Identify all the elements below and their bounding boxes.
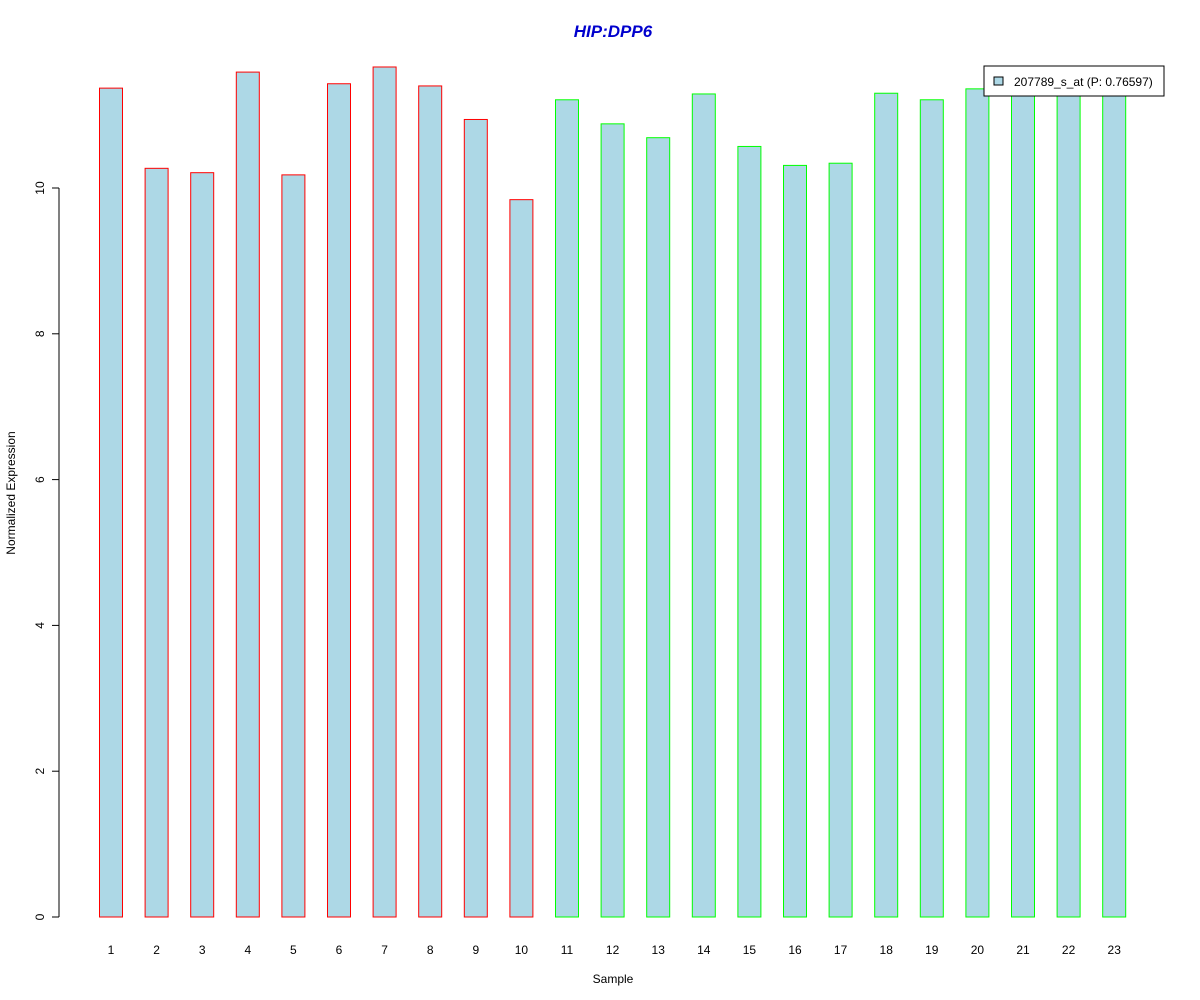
bar-sample-4 — [235, 71, 260, 918]
bar-sample-1 — [99, 87, 123, 918]
x-tick-label: 2 — [153, 943, 160, 957]
bar-sample-14 — [691, 93, 716, 918]
bar-sample-3 — [190, 172, 215, 918]
x-tick-label: 14 — [697, 943, 711, 957]
bar-sample-18 — [874, 92, 899, 918]
chart-title: HIP:DPP6 — [574, 22, 653, 41]
x-tick-label: 20 — [971, 943, 985, 957]
legend-swatch — [993, 76, 1004, 86]
y-tick-label: 6 — [33, 476, 47, 483]
bar-sample-5 — [281, 174, 306, 918]
y-axis: 0 2 4 6 8 10 — [33, 181, 60, 920]
x-tick-label: 10 — [515, 943, 529, 957]
x-tick-label: 19 — [925, 943, 939, 957]
legend-box — [983, 65, 1165, 97]
x-tick-label: 22 — [1062, 943, 1076, 957]
x-tick-label: 17 — [834, 943, 848, 957]
x-tick-label: 6 — [336, 943, 343, 957]
bar-sample-17 — [828, 162, 853, 918]
bar-sample-7 — [372, 66, 397, 918]
bar-sample-11 — [555, 99, 579, 918]
x-tick-label: 11 — [561, 943, 574, 957]
x-tick-label: 21 — [1016, 943, 1030, 957]
x-tick-label: 8 — [427, 943, 434, 957]
bar-sample-23 — [1102, 92, 1127, 918]
y-tick-label: 0 — [33, 913, 47, 920]
x-tick-label: 7 — [381, 943, 388, 957]
bar-sample-21 — [1011, 92, 1035, 918]
x-tick-label: 18 — [880, 943, 894, 957]
y-tick-label: 2 — [33, 768, 47, 775]
y-tick-label: 4 — [33, 622, 47, 629]
bars — [99, 66, 1127, 918]
bar-sample-15 — [737, 145, 762, 918]
x-tick-label: 5 — [290, 943, 297, 957]
y-tick-label: 10 — [33, 181, 47, 195]
x-tick-label: 23 — [1108, 943, 1122, 957]
x-tick-label: 16 — [788, 943, 802, 957]
legend-label: 207789_s_at (P: 0.76597) — [1014, 75, 1153, 89]
bar-sample-8 — [418, 85, 443, 918]
x-tick-label: 15 — [743, 943, 757, 957]
x-tick-label: 1 — [108, 943, 115, 957]
x-tick-label: 3 — [199, 943, 206, 957]
x-axis-tick-labels: 1 2 3 4 5 6 7 8 9 10 11 12 13 14 15 16 17 18 19 20 21 22 23 — [108, 943, 1122, 957]
bar-sample-22 — [1056, 92, 1081, 918]
y-tick-label: 8 — [33, 330, 47, 337]
x-tick-label: 13 — [652, 943, 666, 957]
bar-sample-19 — [919, 99, 944, 918]
bar-sample-20 — [965, 88, 990, 918]
bar-sample-13 — [646, 137, 671, 918]
y-axis-title: Normalized Expression — [4, 431, 18, 554]
bar-sample-12 — [600, 123, 625, 918]
bar-sample-9 — [463, 118, 488, 918]
bar-sample-2 — [144, 167, 169, 918]
bar-sample-10 — [509, 199, 534, 918]
x-axis-title: Sample — [593, 972, 634, 986]
legend: 207789_s_at (P: 0.76597) — [983, 65, 1165, 97]
x-tick-label: 9 — [472, 943, 479, 957]
bar-sample-16 — [783, 164, 807, 918]
x-tick-label: 4 — [244, 943, 251, 957]
bar-sample-6 — [327, 83, 351, 918]
x-tick-label: 12 — [606, 943, 620, 957]
